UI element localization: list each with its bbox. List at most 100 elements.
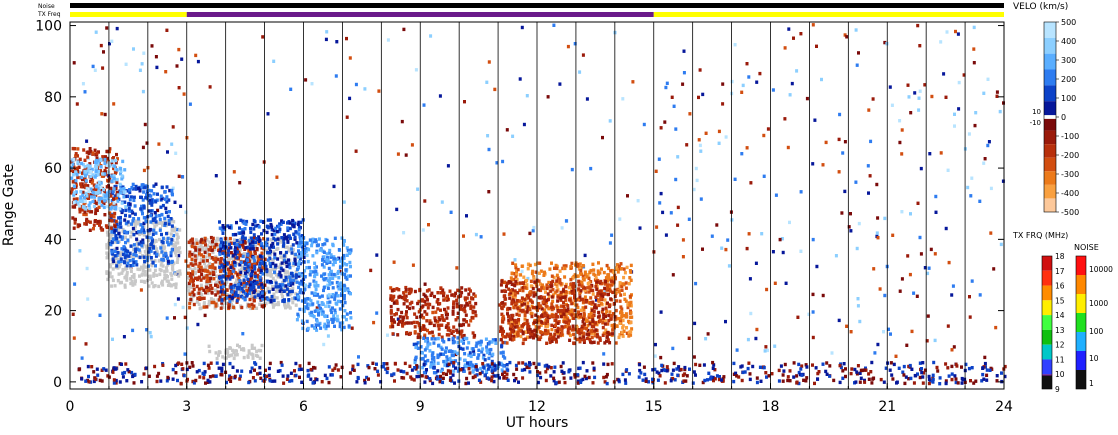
- echo-cell: [178, 228, 182, 232]
- echo-cell: [458, 304, 462, 309]
- echo-cell: [320, 312, 324, 316]
- echo-cell: [426, 344, 430, 348]
- echo-cell: [386, 38, 390, 42]
- echo-cell: [555, 289, 559, 293]
- echo-cell: [164, 254, 168, 258]
- echo-cell: [446, 294, 449, 298]
- echo-cell: [595, 298, 598, 302]
- echo-cell: [206, 279, 210, 283]
- echo-cell: [94, 184, 98, 189]
- echo-cell: [854, 180, 858, 184]
- echo-cell: [571, 286, 575, 290]
- echo-cell: [479, 235, 483, 239]
- echo-cell: [992, 267, 996, 271]
- echo-cell: [303, 275, 307, 279]
- echo-cell: [416, 341, 420, 345]
- echo-cell: [294, 273, 298, 277]
- echo-cell: [422, 327, 425, 331]
- echo-cell: [277, 285, 281, 289]
- echo-cell: [76, 201, 80, 205]
- echo-cell: [213, 269, 217, 273]
- echo-cell: [202, 296, 206, 300]
- echo-cell: [82, 148, 86, 152]
- echo-cell: [150, 245, 154, 249]
- echo-cell: [223, 258, 227, 262]
- echo-cell: [258, 302, 262, 306]
- echo-cell: [303, 287, 307, 291]
- echo-cell: [504, 335, 508, 339]
- echo-cell: [536, 261, 539, 265]
- echo-cell: [193, 271, 197, 275]
- echo-cell: [534, 318, 538, 323]
- echo-cell: [543, 314, 547, 318]
- echo-cell: [598, 289, 602, 294]
- echo-cell: [216, 257, 220, 262]
- echo-cell: [479, 366, 483, 371]
- echo-cell: [575, 274, 579, 278]
- echo-cell: [194, 53, 198, 58]
- echo-cell: [203, 313, 207, 318]
- echo-cell: [507, 280, 511, 284]
- echo-cell: [783, 46, 787, 50]
- echo-cell: [251, 283, 255, 287]
- echo-cell: [465, 301, 469, 306]
- echo-cell: [560, 308, 563, 313]
- echo-cell: [606, 286, 610, 290]
- echo-cell: [319, 326, 323, 330]
- echo-cell: [906, 254, 910, 258]
- echo-cell: [71, 146, 75, 151]
- echo-cell: [571, 276, 575, 280]
- echo-cell: [106, 277, 110, 282]
- echo-cell: [354, 82, 358, 87]
- echo-cell: [578, 339, 582, 343]
- echo-cell: [417, 299, 421, 304]
- echo-cell: [110, 162, 114, 166]
- echo-cell: [251, 356, 255, 360]
- echo-cell: [160, 250, 164, 254]
- echo-cell: [294, 252, 298, 257]
- echo-cell: [623, 297, 627, 301]
- echo-cell: [152, 228, 156, 232]
- echo-cell: [458, 289, 462, 293]
- echo-cell: [91, 179, 95, 183]
- echo-cell: [287, 298, 291, 302]
- echo-cell: [517, 326, 521, 330]
- echo-cell: [234, 245, 237, 249]
- echo-cell: [223, 290, 227, 294]
- echo-cell: [257, 285, 261, 289]
- echo-cell: [576, 305, 580, 310]
- echo-cell: [435, 320, 439, 324]
- echo-cell: [436, 336, 440, 341]
- echo-cell: [141, 225, 145, 229]
- echo-cell: [428, 321, 432, 326]
- echo-cell: [286, 228, 290, 232]
- echo-cell: [155, 273, 159, 277]
- echo-cell: [238, 237, 242, 242]
- echo-cell: [556, 299, 560, 303]
- echo-cell: [268, 246, 272, 250]
- noise-bar-label: Noise: [38, 3, 55, 10]
- echo-cell: [815, 264, 819, 269]
- echo-cell: [604, 328, 608, 332]
- echo-cell: [553, 266, 556, 270]
- echo-cell: [538, 316, 542, 320]
- echo-cell: [425, 346, 429, 350]
- echo-cell: [592, 309, 596, 314]
- echo-cell: [663, 120, 667, 124]
- echo-cell: [160, 281, 164, 285]
- echo-cell: [620, 288, 624, 292]
- echo-cell: [88, 201, 92, 205]
- echo-cell: [276, 369, 280, 373]
- echo-cell: [242, 245, 245, 249]
- echo-cell: [211, 236, 215, 241]
- echo-cell: [282, 279, 286, 283]
- echo-cell: [164, 70, 168, 74]
- echo-cell: [417, 310, 421, 314]
- echo-cell: [954, 29, 957, 34]
- echo-cell: [934, 210, 938, 214]
- echo-cell: [130, 222, 133, 226]
- echo-cell: [149, 334, 153, 339]
- echo-cell: [571, 324, 575, 328]
- echo-cell: [606, 301, 609, 305]
